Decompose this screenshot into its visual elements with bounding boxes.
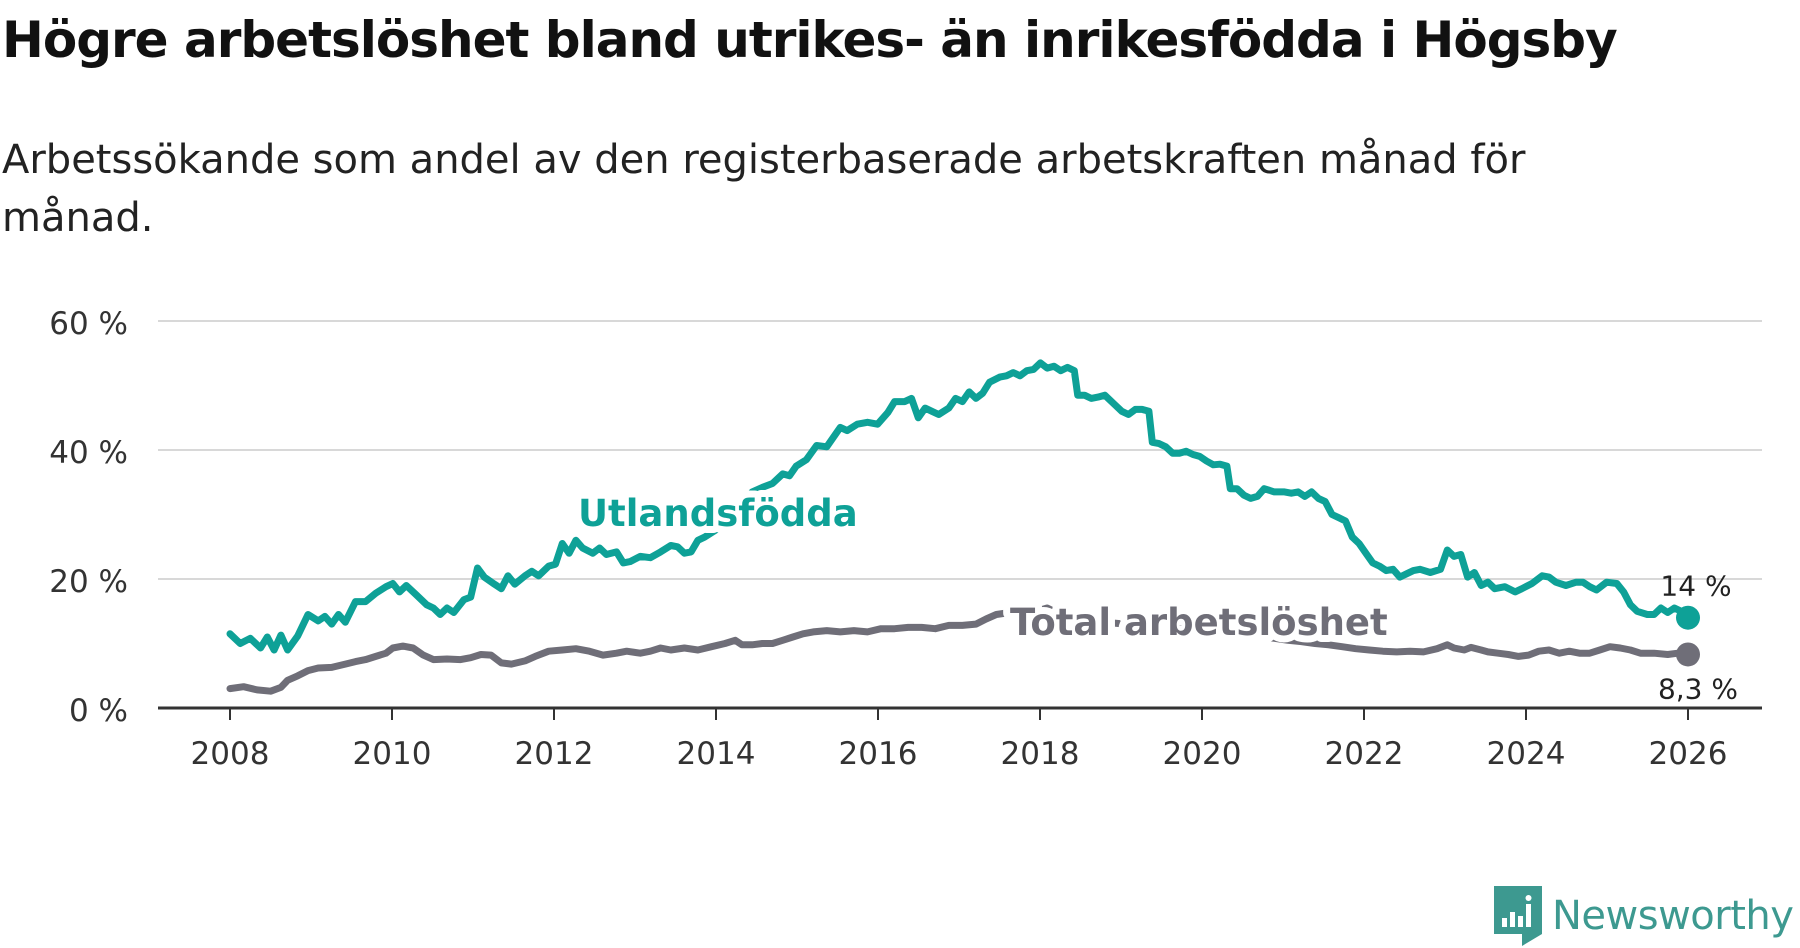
x-tick-label: 2018 — [1001, 736, 1080, 772]
x-tick-label: 2010 — [353, 736, 432, 772]
x-tick-label: 2008 — [191, 736, 270, 772]
y-gridlines — [158, 320, 1762, 580]
series-label-total: Total arbetslöshet — [1010, 601, 1388, 644]
series-line-utlandsfodda — [226, 359, 1692, 654]
x-tick-label: 2014 — [677, 736, 756, 772]
y-tick-label: 40 % — [49, 435, 128, 471]
x-axis: 2008 2010 2012 2014 2016 2018 2020 2022 … — [158, 706, 1762, 772]
newsworthy-logo-text: Newsworthy — [1552, 893, 1794, 939]
newsworthy-logo-icon — [1494, 886, 1542, 946]
end-point-utlandsfodda — [1676, 605, 1700, 630]
end-point-total — [1676, 642, 1700, 667]
series-line-total — [226, 604, 1692, 695]
x-tick-label: 2016 — [839, 736, 918, 772]
x-tick-label: 2024 — [1487, 736, 1566, 772]
chart-subtitle: Arbetssökande som andel av den registerb… — [2, 137, 1526, 241]
x-tick-label: 2026 — [1649, 736, 1728, 772]
x-tick-label: 2022 — [1325, 736, 1404, 772]
newsworthy-logo[interactable]: Newsworthy — [1494, 886, 1794, 946]
series-label-utlandsfodda: Utlandsfödda — [578, 492, 858, 535]
x-tick-labels: 2008 2010 2012 2014 2016 2018 2020 2022 … — [191, 736, 1728, 772]
x-tick-marks — [229, 708, 1689, 720]
end-label-utlandsfodda: 14 % — [1660, 570, 1731, 603]
chart-title: Högre arbetslöshet bland utrikes- än inr… — [2, 11, 1618, 69]
end-label-total: 8,3 % — [1658, 672, 1738, 705]
x-tick-label: 2012 — [515, 736, 594, 772]
y-axis-ticks: 0 % 20 % 40 % 60 % — [49, 306, 128, 729]
y-tick-label: 20 % — [49, 564, 128, 600]
x-tick-label: 2020 — [1163, 736, 1242, 772]
y-tick-label: 60 % — [49, 306, 128, 342]
y-tick-label: 0 % — [69, 693, 128, 729]
